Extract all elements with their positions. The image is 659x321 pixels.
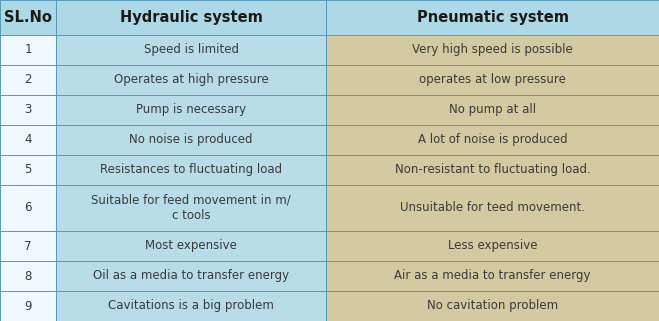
Bar [56,65,326,94]
Bar [0,231,56,261]
Bar [0,94,56,125]
Text: Unsuitable for teed movement.: Unsuitable for teed movement. [400,201,585,214]
Text: 2: 2 [24,73,32,86]
Text: SL.No: SL.No [4,10,52,25]
Text: 5: 5 [24,163,32,176]
Text: 1: 1 [24,43,32,56]
Bar [56,94,326,125]
Bar [326,65,659,94]
Bar [326,34,659,65]
Text: 4: 4 [24,133,32,146]
Bar [56,291,326,321]
Bar [326,154,659,185]
Bar [0,65,56,94]
Bar [0,185,56,231]
Bar [326,0,659,34]
Text: Suitable for feed movement in m/
c tools: Suitable for feed movement in m/ c tools [91,193,291,222]
Text: Oil as a media to transfer energy: Oil as a media to transfer energy [93,270,289,282]
Bar [56,231,326,261]
Bar [56,154,326,185]
Bar [56,0,326,34]
Text: No pump at all: No pump at all [449,103,536,116]
Bar [0,125,56,154]
Bar [56,34,326,65]
Text: operates at low pressure: operates at low pressure [419,73,566,86]
Text: Resistances to fluctuating load: Resistances to fluctuating load [100,163,282,176]
Text: A lot of noise is produced: A lot of noise is produced [418,133,567,146]
Text: 6: 6 [24,201,32,214]
Bar [326,261,659,291]
Bar [326,185,659,231]
Bar [0,261,56,291]
Text: No cavitation problem: No cavitation problem [427,299,558,313]
Text: 3: 3 [24,103,32,116]
Text: 9: 9 [24,299,32,313]
Text: 7: 7 [24,239,32,253]
Bar [326,291,659,321]
Text: Non-resistant to fluctuating load.: Non-resistant to fluctuating load. [395,163,590,176]
Bar [56,125,326,154]
Text: Speed is limited: Speed is limited [144,43,239,56]
Text: Pneumatic system: Pneumatic system [416,10,569,25]
Bar [0,0,56,34]
Bar [0,34,56,65]
Text: Less expensive: Less expensive [448,239,537,253]
Text: Air as a media to transfer energy: Air as a media to transfer energy [394,270,591,282]
Text: Very high speed is possible: Very high speed is possible [413,43,573,56]
Text: Cavitations is a big problem: Cavitations is a big problem [108,299,274,313]
Text: Pump is necessary: Pump is necessary [136,103,246,116]
Bar [56,261,326,291]
Bar [0,154,56,185]
Text: Operates at high pressure: Operates at high pressure [114,73,268,86]
Bar [326,94,659,125]
Text: Most expensive: Most expensive [145,239,237,253]
Bar [326,125,659,154]
Text: 8: 8 [24,270,32,282]
Text: No noise is produced: No noise is produced [129,133,253,146]
Bar [326,231,659,261]
Bar [0,291,56,321]
Bar [56,185,326,231]
Text: Hydraulic system: Hydraulic system [120,10,262,25]
